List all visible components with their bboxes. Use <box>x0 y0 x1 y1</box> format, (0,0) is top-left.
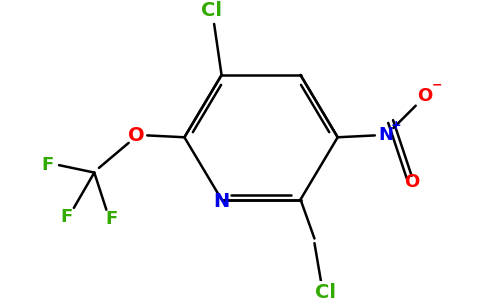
Text: O: O <box>404 173 420 191</box>
Text: +: + <box>391 119 402 132</box>
Text: N: N <box>213 192 230 211</box>
Text: O: O <box>417 87 433 105</box>
Text: F: F <box>60 208 73 226</box>
Text: F: F <box>42 156 54 174</box>
Text: O: O <box>128 126 144 145</box>
Text: F: F <box>105 210 117 228</box>
Text: −: − <box>432 79 442 92</box>
Text: N: N <box>378 126 393 144</box>
Text: Cl: Cl <box>315 283 336 300</box>
Text: Cl: Cl <box>201 2 222 20</box>
